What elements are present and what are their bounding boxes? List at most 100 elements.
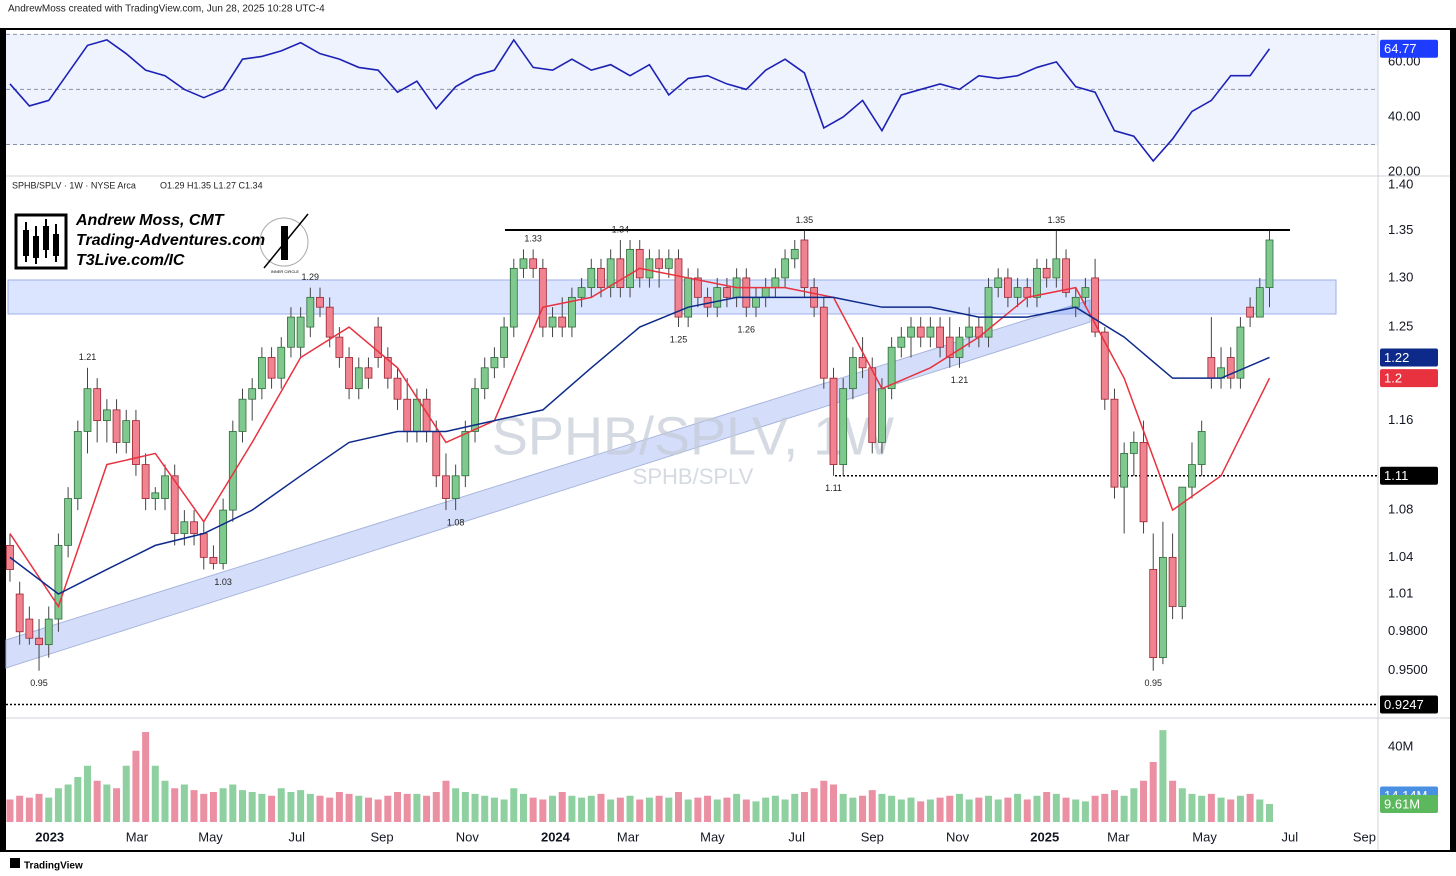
candle-body [412,398,421,432]
volume-bar [64,784,72,822]
volume-bar [917,801,925,822]
volume-bar [849,797,857,822]
candle-body [1110,398,1119,488]
candle-body [664,258,673,269]
volume-bar [1265,803,1273,822]
price-line-label-box [1380,466,1438,485]
volume-bar [587,795,595,822]
price-line-label: 0.9247 [1384,697,1424,712]
x-tick-label: 2024 [541,829,571,844]
candle-body [742,277,751,308]
point-label: 0.95 [1144,678,1162,688]
x-tick-label: May [700,829,725,844]
volume-bar [229,784,237,822]
volume-bar [316,795,324,822]
candle-body [141,464,150,499]
volume-bar [1169,780,1177,822]
candle-body [558,316,567,328]
candle-body [364,367,373,379]
volume-bar [306,793,314,822]
candle-body [577,287,586,298]
volume-bar [345,793,353,822]
candle-body [897,336,906,348]
ma-last-label-box [1380,369,1438,388]
candle-body [64,498,73,546]
candle-body [161,475,169,499]
candle-body [529,258,538,269]
volume-bar [645,797,653,822]
logo-site: Trading-Adventures.com [76,232,265,249]
volume-bar [665,797,673,822]
badge-text: INNER CIRCLE [271,269,300,274]
volume-bar [762,797,770,822]
volume-bar [1178,788,1186,822]
volume-bar [1023,799,1031,822]
candle-body [471,388,479,432]
candle-body [316,296,324,308]
volume-bar [830,784,838,822]
badge-icon [259,213,309,269]
logo-link: T3Live.com/IC [76,252,185,269]
volume-bar [442,780,450,822]
x-tick-label: Sep [1353,829,1376,844]
volume-bar [384,795,392,822]
volume-bar [219,788,227,822]
support-zone [7,279,1337,315]
volume-bar [723,797,731,822]
volume-bar [1227,799,1235,822]
x-tick-label: Jul [1282,829,1299,844]
candle-body [451,475,460,499]
candle-body [354,367,363,390]
candle-body [1052,258,1061,279]
candle-body [93,388,102,422]
volume-bar [713,799,721,822]
candle-body [819,306,828,379]
candle-body [645,258,654,279]
volume-bar [1052,793,1060,822]
rsi-line [9,38,1271,163]
candle-body [519,258,528,269]
volume-bar [25,797,33,822]
candle-body [839,388,848,465]
volume-bar [1120,795,1128,822]
volume-bar [500,799,508,822]
candle-body [1062,258,1070,293]
volume-bar [132,750,140,822]
candle-body [219,509,228,564]
candle-body [335,336,344,358]
volume-bar [704,795,712,822]
moving-average [9,267,1271,609]
volume-bar [151,765,159,822]
candle-body [1139,442,1148,523]
volume-bar [93,780,101,822]
candle-body [655,258,664,269]
volume-bar [297,790,305,822]
footer-strip [0,852,1456,876]
point-label: 0.95 [30,678,48,688]
candle-body [868,367,877,443]
candle-body [713,287,722,308]
candle-body [461,431,470,477]
candle-body [480,367,489,390]
volume-bar [374,799,382,822]
ma-last-label-box [1380,348,1438,367]
volume-bar [490,797,498,822]
volume-bar [888,795,896,822]
volume-bar [733,793,741,822]
volume-bar [1149,762,1157,822]
y-tick-label: 0.9800 [1388,623,1428,638]
point-label: 1.34 [612,224,630,234]
volume-bar [1246,793,1254,822]
volume-bar [859,795,867,822]
x-tick-label: Mar [126,829,149,844]
candle-body [1168,556,1177,607]
volume-bar [684,799,692,822]
candle-body [403,398,412,432]
candle-body [907,326,915,338]
candle-body [122,420,131,443]
candle-body [994,277,1003,289]
candle-body [781,258,789,279]
x-tick-label: 2025 [1030,829,1059,844]
candle-body [287,316,295,348]
